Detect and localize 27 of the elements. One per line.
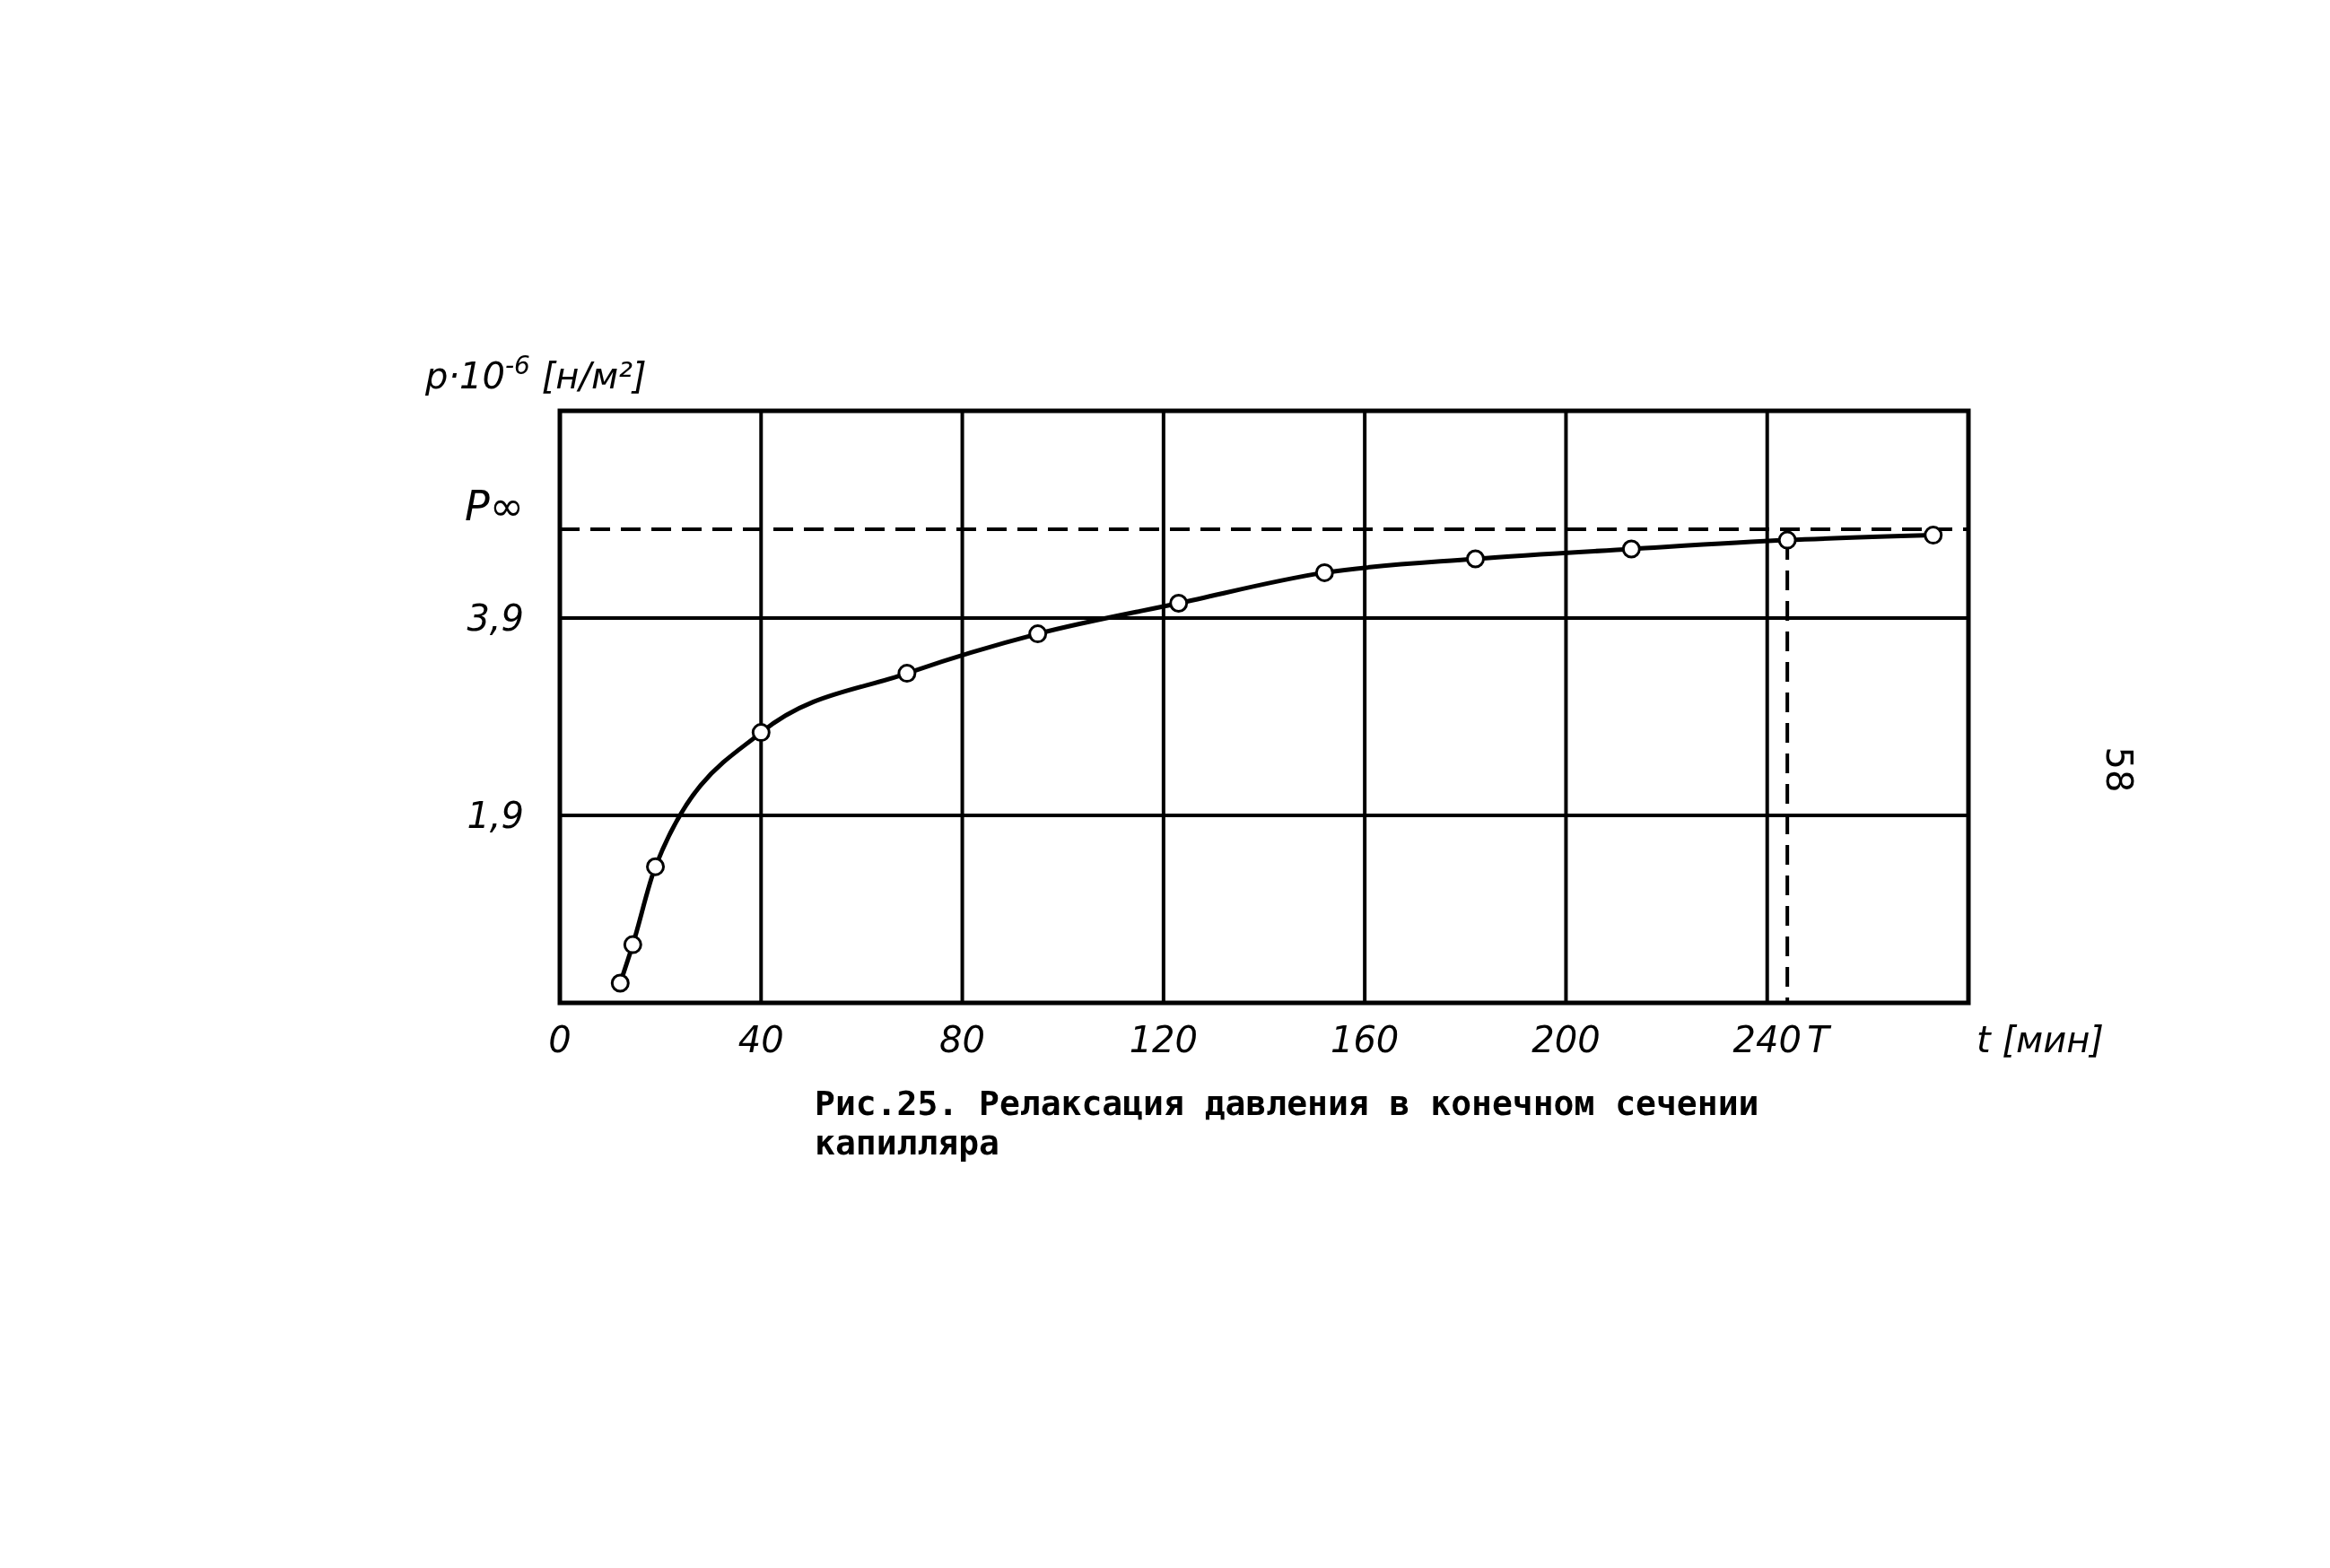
x-axis-title: t [мин] bbox=[1977, 1019, 2104, 1060]
ref-line-label: T bbox=[1807, 1019, 1833, 1060]
x-tick-label: 0 bbox=[548, 1019, 572, 1060]
point bbox=[1028, 624, 1048, 644]
x-tick-label: 240 bbox=[1732, 1019, 1802, 1060]
text: 58 bbox=[2099, 746, 2140, 793]
point bbox=[1777, 530, 1797, 550]
ref-line-label: P∞ bbox=[464, 482, 524, 530]
point bbox=[1924, 526, 1943, 545]
point bbox=[623, 935, 642, 954]
point bbox=[1621, 539, 1641, 559]
x-tick-label: 160 bbox=[1330, 1019, 1400, 1060]
x-tick-label: 120 bbox=[1129, 1019, 1199, 1060]
y-tick-label: 3,9 bbox=[467, 597, 524, 639]
y-tick-label: 1,9 bbox=[467, 795, 524, 836]
point bbox=[1169, 594, 1189, 613]
point bbox=[897, 664, 917, 684]
y-axis-title: p·10$^{-6}$ [н/м²] bbox=[424, 350, 647, 396]
x-tick-label: 200 bbox=[1532, 1019, 1601, 1060]
x-tick-label: 80 bbox=[939, 1019, 986, 1060]
point bbox=[646, 857, 666, 876]
point bbox=[1466, 549, 1485, 569]
point bbox=[1314, 562, 1334, 582]
point bbox=[751, 723, 771, 743]
point bbox=[610, 973, 630, 993]
text: Рис.25. Релаксация давления в конечном сечении капилляра bbox=[815, 1084, 1760, 1163]
x-tick-label: 40 bbox=[737, 1019, 784, 1060]
